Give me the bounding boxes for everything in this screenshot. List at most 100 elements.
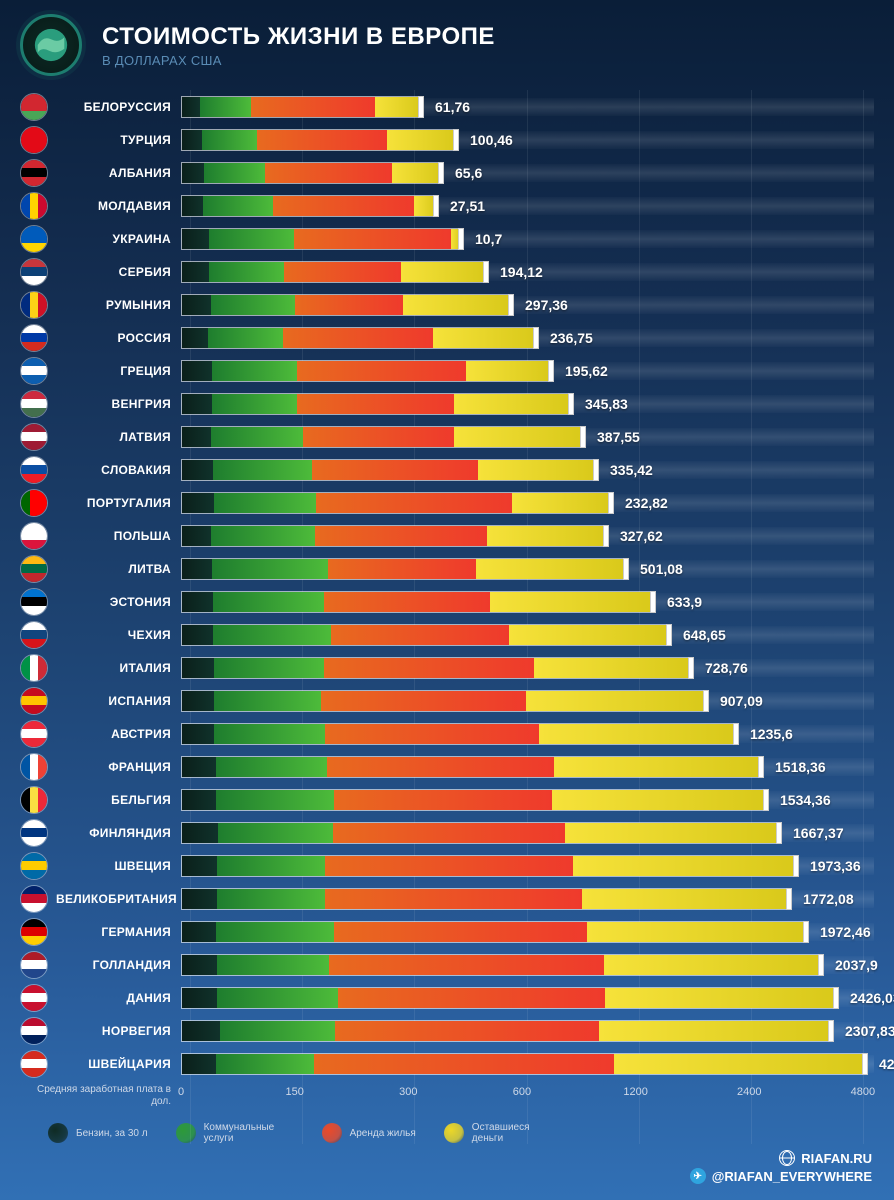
flag-icon [20, 489, 48, 517]
country-label: ГОЛЛАНДИЯ [56, 958, 181, 972]
bar-segment-remaining [614, 1054, 864, 1074]
bar-segment-remaining [604, 955, 820, 975]
bar-segment-remaining [509, 625, 668, 645]
x-tick-label: 300 [399, 1086, 417, 1098]
country-label: ФИНЛЯНДИЯ [56, 826, 181, 840]
country-label: ШВЕЦИЯ [56, 859, 181, 873]
stacked-bar [181, 723, 736, 745]
bar-segment-remaining [526, 691, 704, 711]
country-row: НОРВЕГИЯ2307,83 [20, 1014, 874, 1047]
bar-segment-utilities [211, 526, 315, 546]
bar-segment-remaining [387, 130, 455, 150]
stacked-bar [181, 822, 779, 844]
bar-segment-gasoline [182, 625, 213, 645]
country-row: ВЕЛИКОБРИТАНИЯ1772,08 [20, 882, 874, 915]
legend-swatch [322, 1123, 342, 1143]
bar-segment-remaining [454, 394, 570, 414]
country-label: РУМЫНИЯ [56, 298, 181, 312]
stacked-bar [181, 129, 456, 151]
bar-segment-gasoline [182, 922, 216, 942]
country-row: ЧЕХИЯ648,65 [20, 618, 874, 651]
bar-segment-utilities [216, 790, 334, 810]
flag-icon [20, 192, 48, 220]
flag-icon [20, 225, 48, 253]
bar-segment-utilities [216, 1054, 313, 1074]
bar-segment-gasoline [182, 493, 214, 513]
country-row: ИТАЛИЯ728,76 [20, 651, 874, 684]
stacked-bar [181, 459, 596, 481]
legend-swatch [176, 1123, 196, 1143]
flag-icon [20, 357, 48, 385]
bar-segment-rent [333, 823, 564, 843]
flag-icon [20, 126, 48, 154]
country-row: АВСТРИЯ1235,6 [20, 717, 874, 750]
country-row: ГЕРМАНИЯ1972,46 [20, 915, 874, 948]
country-label: ИСПАНИЯ [56, 694, 181, 708]
footer-telegram: @RIAFAN_EVERYWHERE [712, 1169, 872, 1184]
value-label: 2307,83 [845, 1023, 894, 1039]
value-label: 65,6 [455, 165, 482, 181]
stacked-bar [181, 987, 836, 1009]
flag-icon [20, 93, 48, 121]
flag-icon [20, 456, 48, 484]
value-label: 4280,27 [879, 1056, 894, 1072]
flag-icon [20, 258, 48, 286]
country-label: ВЕНГРИЯ [56, 397, 181, 411]
country-label: РОССИЯ [56, 331, 181, 345]
legend-swatch [48, 1123, 68, 1143]
x-axis-label: Средняя заработная плата в дол. [20, 1084, 181, 1108]
bar-segment-gasoline [182, 559, 212, 579]
country-row: РУМЫНИЯ297,36 [20, 288, 874, 321]
bar-segment-gasoline [182, 955, 217, 975]
bar-segment-gasoline [182, 394, 212, 414]
country-row: ТУРЦИЯ100,46 [20, 123, 874, 156]
bar-segment-rent [273, 196, 414, 216]
header: СТОИМОСТЬ ЖИЗНИ В ЕВРОПЕ В ДОЛЛАРАХ США [0, 0, 894, 84]
flag-icon [20, 522, 48, 550]
flag-icon [20, 786, 48, 814]
stacked-bar [181, 1020, 831, 1042]
country-row: ШВЕЙЦАРИЯ4280,27 [20, 1047, 874, 1080]
country-label: ПОРТУГАЛИЯ [56, 496, 181, 510]
bar-segment-utilities [208, 328, 283, 348]
bar-segment-gasoline [182, 691, 214, 711]
bar-segment-remaining [554, 757, 760, 777]
country-row: ГОЛЛАНДИЯ2037,9 [20, 948, 874, 981]
stacked-bar [181, 360, 551, 382]
flag-icon [20, 159, 48, 187]
value-label: 2426,03 [850, 990, 894, 1006]
country-label: ГЕРМАНИЯ [56, 925, 181, 939]
bar-segment-remaining [478, 460, 595, 480]
bar-segment-remaining [565, 823, 778, 843]
bar-segment-gasoline [182, 130, 202, 150]
flag-icon [20, 819, 48, 847]
telegram-icon: ✈ [690, 1168, 706, 1184]
value-label: 648,65 [683, 627, 726, 643]
country-label: ПОЛЬША [56, 529, 181, 543]
bar-segment-gasoline [182, 658, 214, 678]
bar-segment-gasoline [182, 460, 213, 480]
bar-segment-utilities [217, 889, 325, 909]
flag-icon [20, 291, 48, 319]
bar-segment-rent [321, 691, 526, 711]
bar-segment-remaining [605, 988, 835, 1008]
x-tick-label: 600 [513, 1086, 531, 1098]
bar-segment-utilities [212, 559, 328, 579]
value-label: 907,09 [720, 693, 763, 709]
bar-segment-rent [328, 559, 477, 579]
country-label: ЭСТОНИЯ [56, 595, 181, 609]
bar-segment-rent [251, 97, 375, 117]
bar-segment-rent [324, 592, 490, 612]
value-label: 10,7 [475, 231, 502, 247]
stacked-bar [181, 591, 653, 613]
bar-segment-utilities [218, 823, 334, 843]
value-label: 335,42 [610, 462, 653, 478]
bar-segment-remaining [401, 262, 485, 282]
country-label: ШВЕЙЦАРИЯ [56, 1057, 181, 1071]
stacked-bar [181, 921, 806, 943]
bar-segment-rent [257, 130, 387, 150]
bar-segment-remaining [487, 526, 605, 546]
country-label: ИТАЛИЯ [56, 661, 181, 675]
country-row: ИСПАНИЯ 907,09 [20, 684, 874, 717]
flag-icon [20, 852, 48, 880]
